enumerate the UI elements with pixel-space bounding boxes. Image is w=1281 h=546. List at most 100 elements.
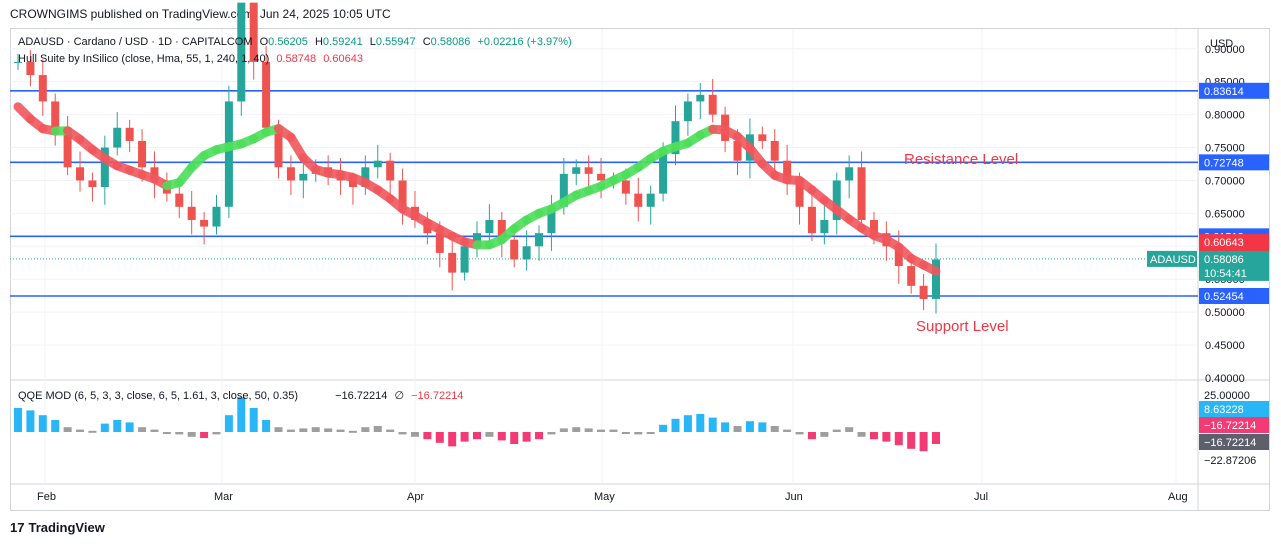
tradingview-logo-icon: 17 — [10, 520, 25, 535]
qqe-bar — [869, 432, 878, 440]
x-tick-label: Mar — [214, 491, 233, 503]
qqe-bar — [448, 432, 457, 447]
qqe-bar — [63, 427, 72, 432]
candle-body — [113, 127, 122, 148]
candle-body — [795, 180, 804, 207]
level-label-box — [1199, 154, 1269, 171]
qqe-bar — [224, 415, 233, 432]
candle-body — [510, 239, 519, 260]
symbol-legend: ADAUSD · Cardano / USD · 1D · CAPITALCOM… — [18, 36, 576, 48]
x-tick-label: Apr — [407, 491, 424, 503]
candle-body — [807, 206, 816, 234]
qqe-axis-label: −22.87206 — [1204, 455, 1256, 467]
qqe-bar — [510, 432, 519, 444]
support-annotation: Support Level — [916, 318, 1009, 335]
open-label: O — [259, 36, 269, 48]
qqe-bar — [795, 432, 804, 435]
candle-body — [398, 180, 407, 207]
indicator-title[interactable]: Hull Suite by InSilico (close, Hma, 55, … — [18, 53, 270, 65]
qqe-bar — [311, 427, 320, 432]
publisher-line: CROWNGIMS published on TradingView.com, … — [10, 7, 391, 21]
candle-body — [76, 167, 85, 181]
candle-body — [547, 206, 556, 234]
qqe-axis-label: 25.00000 — [1204, 390, 1250, 402]
candle-body — [845, 167, 854, 181]
candle-body — [373, 160, 382, 168]
qqe-bar — [324, 428, 333, 432]
qqe-bar — [88, 430, 97, 433]
candle-body — [857, 167, 866, 220]
qqe-bar — [150, 429, 159, 432]
qqe-bar — [26, 410, 35, 432]
qqe-bar — [473, 432, 481, 440]
qqe-bar — [683, 415, 692, 432]
qqe-bar — [758, 422, 767, 432]
candle-body — [758, 134, 767, 141]
level-label: 0.52454 — [1204, 291, 1244, 303]
open-value: 0.56205 — [268, 36, 308, 48]
candle-body — [150, 167, 159, 181]
tradingview-logo[interactable]: 17 TradingView — [10, 520, 105, 535]
countdown-label: 10:54:41 — [1204, 268, 1247, 280]
candle-body — [497, 219, 506, 240]
qqe-bar — [423, 432, 432, 440]
qqe-bar — [634, 432, 643, 435]
qqe-bar — [435, 432, 444, 443]
symbol-tag-box — [1147, 250, 1197, 267]
candle-body — [820, 219, 829, 234]
brand-name: TradingView — [28, 520, 105, 535]
candle-body — [274, 127, 283, 168]
hull-band-segment — [919, 260, 941, 276]
qqe-bar — [361, 427, 370, 432]
candle-body — [584, 167, 593, 174]
candle-body — [38, 75, 47, 102]
resistance-annotation: Resistance Level — [904, 151, 1018, 168]
qqe-value-1: −16.72214 — [335, 390, 388, 402]
candle-body — [770, 140, 779, 161]
candle-body — [832, 180, 841, 220]
qqe-bar — [621, 432, 630, 434]
y-tick-label: 0.65000 — [1205, 208, 1245, 220]
y-tick-label: 0.80000 — [1205, 110, 1245, 122]
qqe-bar — [559, 428, 568, 432]
candle-body — [348, 180, 357, 188]
qqe-axis-label: −16.72214 — [1204, 437, 1256, 449]
candle-body — [932, 259, 940, 299]
candle-body — [286, 167, 295, 181]
candle-body — [919, 285, 928, 299]
level-label: 0.72748 — [1204, 157, 1244, 169]
candle-body — [522, 246, 531, 260]
x-tick-label: Feb — [37, 491, 56, 503]
qqe-bar — [299, 428, 308, 432]
qqe-bar — [770, 426, 779, 432]
candle-body — [249, 2, 258, 62]
qqe-bar — [547, 432, 556, 435]
high-label: H — [314, 36, 323, 48]
candle-body — [51, 101, 60, 128]
qqe-bar — [820, 432, 829, 437]
y-tick-label: 0.70000 — [1205, 175, 1245, 187]
candle-body — [125, 127, 134, 141]
symbol-title[interactable]: ADAUSD · Cardano / USD · 1D · CAPITALCOM — [18, 36, 253, 48]
qqe-bar — [919, 432, 928, 452]
qqe-bar — [200, 432, 209, 438]
qqe-bar — [671, 418, 680, 432]
qqe-title[interactable]: QQE MOD (6, 5, 3, 3, close, 6, 5, 1.61, … — [18, 390, 299, 402]
qqe-bar — [274, 427, 283, 432]
qqe-bar — [398, 432, 407, 435]
qqe-axis-box — [1199, 417, 1269, 433]
qqe-bar — [522, 432, 531, 442]
candle-body — [708, 94, 717, 115]
candle-body — [485, 219, 494, 234]
x-tick-label: May — [594, 491, 615, 503]
indicator-value-1: 0.58748 — [276, 53, 317, 65]
x-tick-label: Aug — [1168, 491, 1188, 503]
qqe-bar — [237, 397, 246, 432]
qqe-bar — [708, 417, 717, 432]
qqe-value-2: −16.72214 — [411, 390, 464, 402]
low-value: 0.55947 — [375, 36, 416, 48]
qqe-bar — [76, 429, 85, 432]
candle-body — [659, 154, 668, 194]
level-label: 0.83614 — [1204, 86, 1244, 98]
